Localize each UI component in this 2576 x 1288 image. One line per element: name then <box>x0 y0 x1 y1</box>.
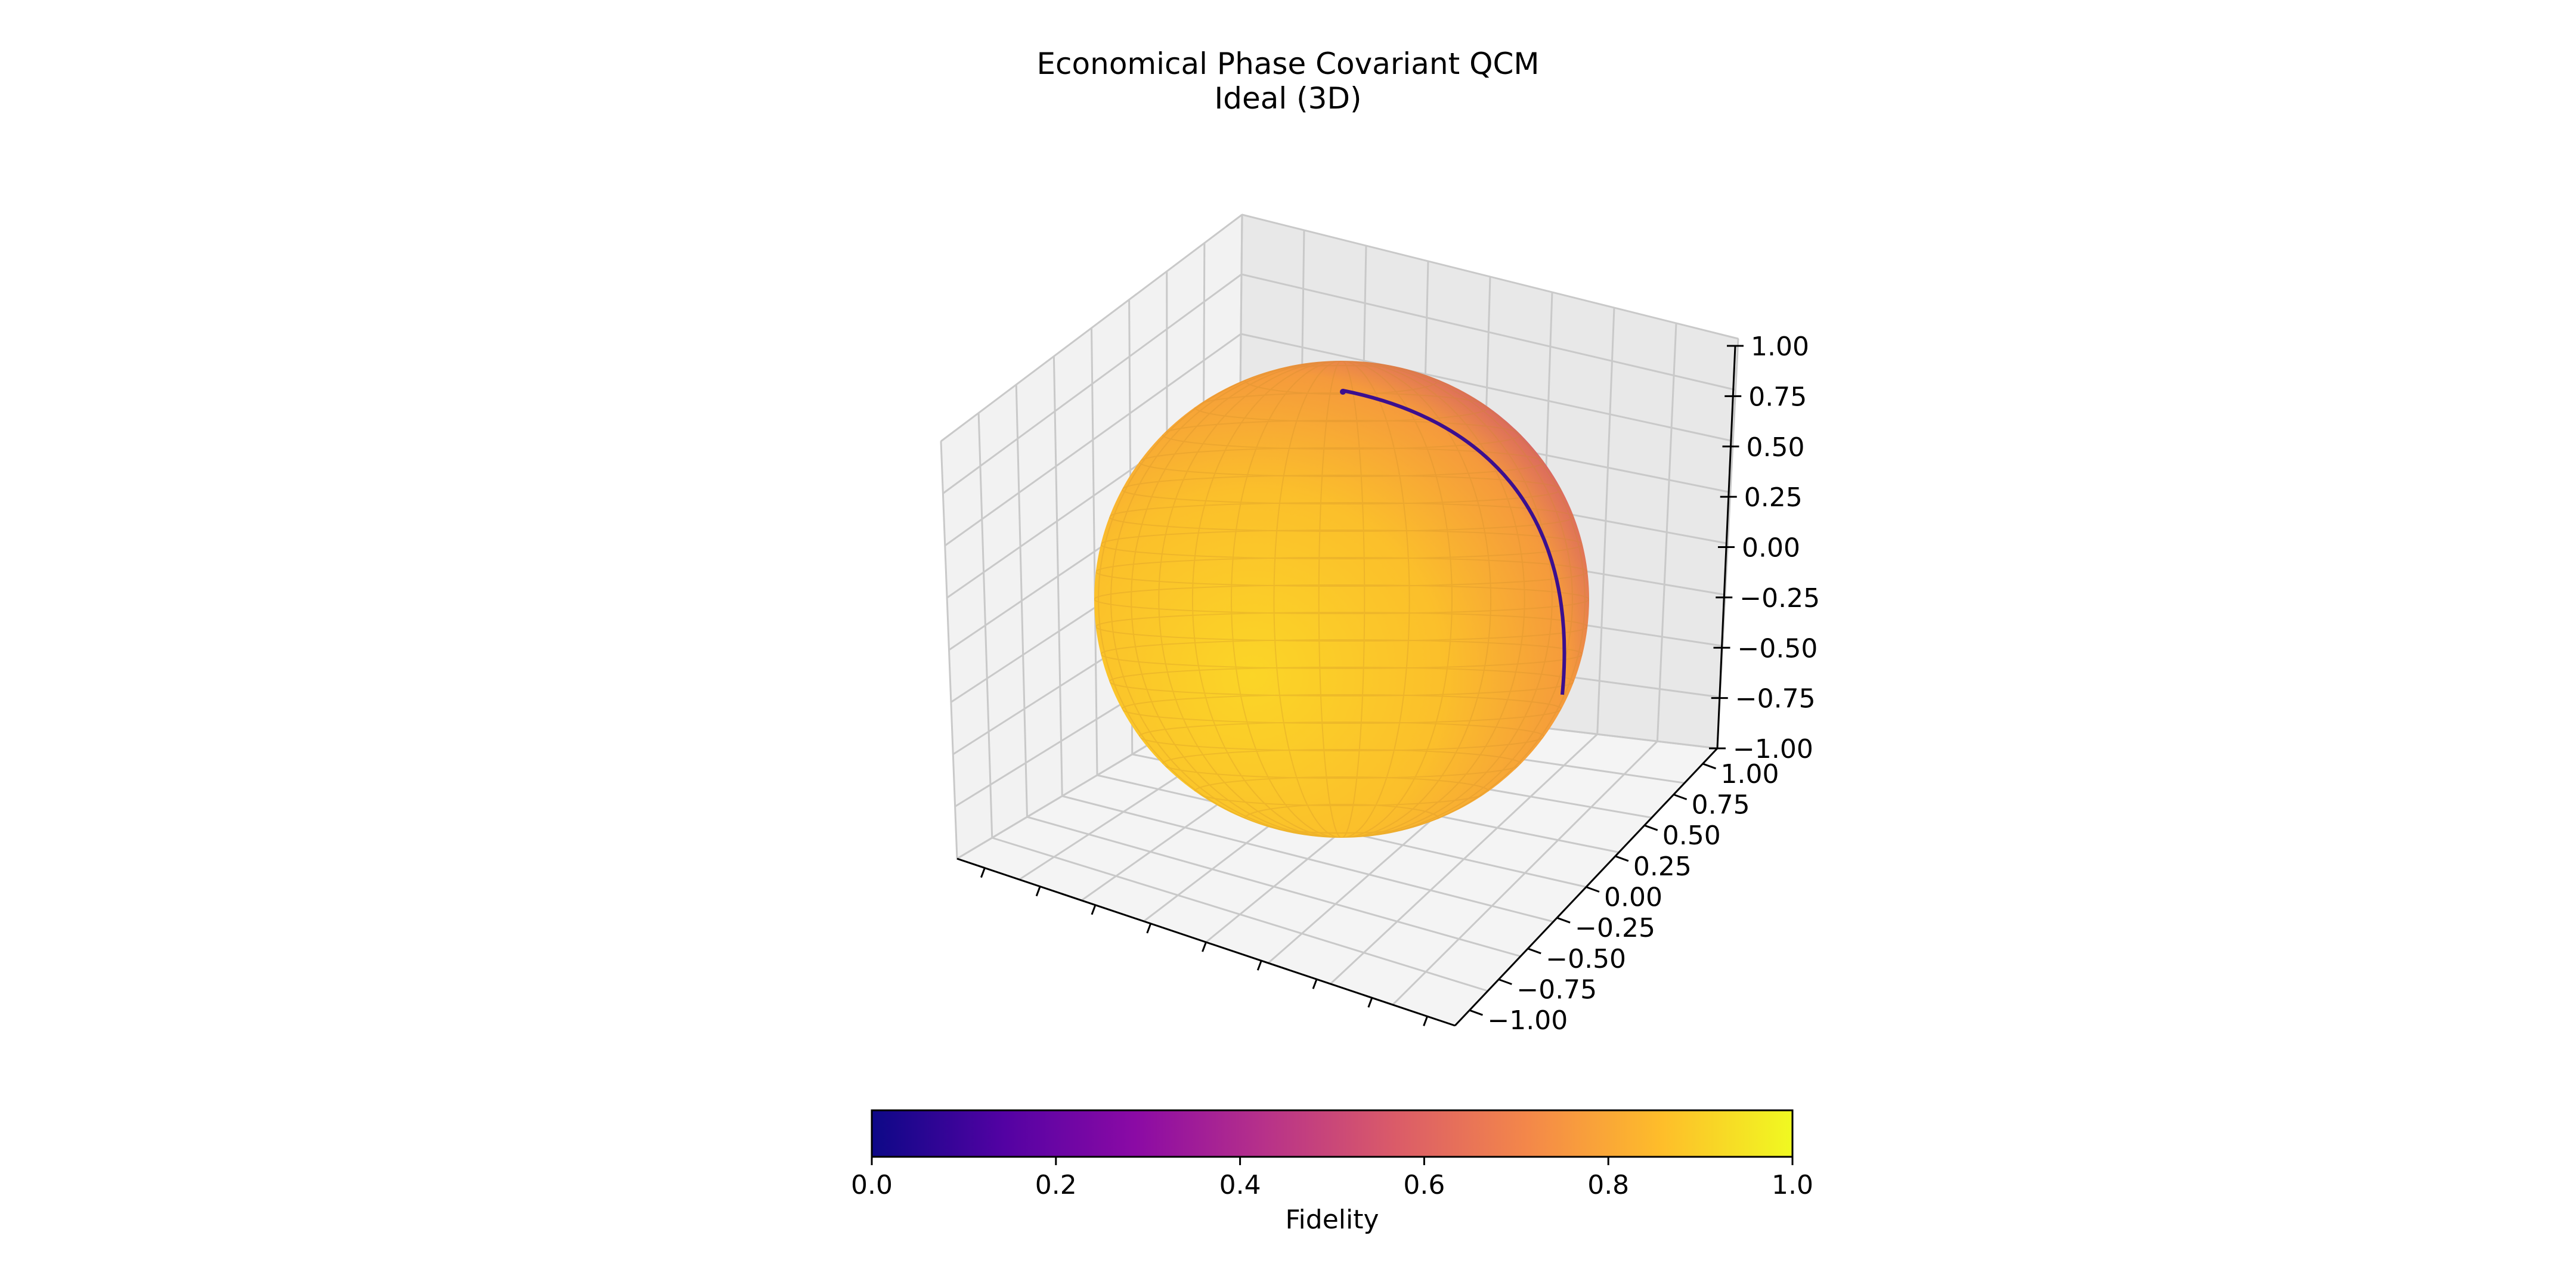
latitude-line <box>1095 612 1589 642</box>
y-tick <box>1673 794 1688 800</box>
longitude-line <box>1318 361 1366 838</box>
y-tick <box>1469 1009 1483 1016</box>
z-tick-label: −0.25 <box>1739 583 1820 614</box>
y-tick <box>1586 886 1600 893</box>
y-tick-label: −1.00 <box>1487 1005 1568 1036</box>
x-tick <box>1423 1015 1429 1026</box>
colorbar-label: Fidelity <box>1285 1205 1379 1235</box>
y-tick-label: 0.00 <box>1604 883 1662 913</box>
y-tick-label: −0.75 <box>1516 975 1597 1005</box>
latitude-line <box>1162 749 1522 779</box>
longitude-line <box>1158 361 1525 838</box>
x-tick <box>1146 923 1152 934</box>
longitude-line <box>1191 361 1492 838</box>
colorbar-tick-label: 0.4 <box>1219 1170 1261 1200</box>
low-fidelity-meridian <box>1342 389 1566 695</box>
colorbar: 0.0 0.2 0.4 0.6 0.8 1.0 Fidelity <box>851 1109 1813 1235</box>
longitude-line <box>1110 361 1573 838</box>
chart-title: Economical Phase Covariant QCM <box>1036 47 1540 81</box>
z-tick-label: −0.50 <box>1738 633 1818 664</box>
x-tick <box>1367 997 1373 1008</box>
sphere-surface <box>1094 361 1589 838</box>
grid-line <box>1392 741 1658 1006</box>
x-tick <box>1312 979 1318 989</box>
latitude-line <box>1121 694 1562 724</box>
grid-line <box>1330 733 1598 985</box>
z-tick-label: 0.00 <box>1742 533 1800 564</box>
y-tick <box>1702 763 1717 770</box>
latitude-line <box>1162 420 1522 450</box>
longitude-line <box>1231 361 1453 838</box>
z-tick-label: −0.75 <box>1735 684 1816 714</box>
z-tick-label: 1.00 <box>1751 332 1809 362</box>
latitude-line <box>1121 475 1562 504</box>
colorbar-tick-label: 0.6 <box>1403 1170 1445 1200</box>
chart-subtitle: Ideal (3D) <box>1214 81 1362 116</box>
colorbar-tick-label: 0.2 <box>1035 1170 1077 1200</box>
x-tick <box>1202 942 1207 952</box>
longitude-line <box>1098 361 1586 838</box>
sphere-mesh <box>1094 361 1589 838</box>
colorbar-tick-label: 1.0 <box>1772 1170 1813 1200</box>
x-tick <box>1035 886 1041 897</box>
x-tick <box>980 868 986 878</box>
latitude-line <box>1094 584 1589 614</box>
longitude-line <box>1131 361 1553 838</box>
z-tick-label: −1.00 <box>1733 734 1813 764</box>
y-tick-label: 1.00 <box>1721 759 1779 789</box>
colorbar-gradient <box>871 1109 1794 1158</box>
latitude-line <box>1194 776 1490 806</box>
y-tick-label: 0.25 <box>1633 852 1692 882</box>
y-tick <box>1498 979 1512 985</box>
z-tick-label: 0.50 <box>1747 432 1805 463</box>
grid-line <box>1656 323 1677 742</box>
colorbar-tick-label: 0.0 <box>851 1170 893 1200</box>
y-tick-label: −0.50 <box>1546 944 1626 974</box>
y-tick <box>1527 948 1541 955</box>
y-tick-label: 0.75 <box>1692 790 1750 821</box>
axes-ticks: 1.000.750.500.250.00−0.25−0.50−0.75−1.00… <box>956 332 1820 1036</box>
y-tick-label: 0.50 <box>1662 821 1721 851</box>
z-tick-label: 0.25 <box>1744 482 1803 513</box>
y-tick <box>1615 855 1629 862</box>
y-tick <box>1556 917 1571 924</box>
y-tick-label: −0.25 <box>1575 913 1655 943</box>
x-tick <box>1091 905 1097 915</box>
y-tick <box>1644 824 1658 831</box>
longitude-line <box>1273 361 1410 838</box>
grid-line <box>1596 307 1615 735</box>
sphere-pole-marker <box>1340 389 1346 395</box>
latitude-line <box>1095 557 1589 587</box>
colorbar-tick-label: 0.8 <box>1587 1170 1629 1200</box>
x-tick <box>1256 960 1262 971</box>
z-tick-label: 0.75 <box>1748 382 1807 412</box>
fidelity-sphere <box>1094 361 1589 838</box>
